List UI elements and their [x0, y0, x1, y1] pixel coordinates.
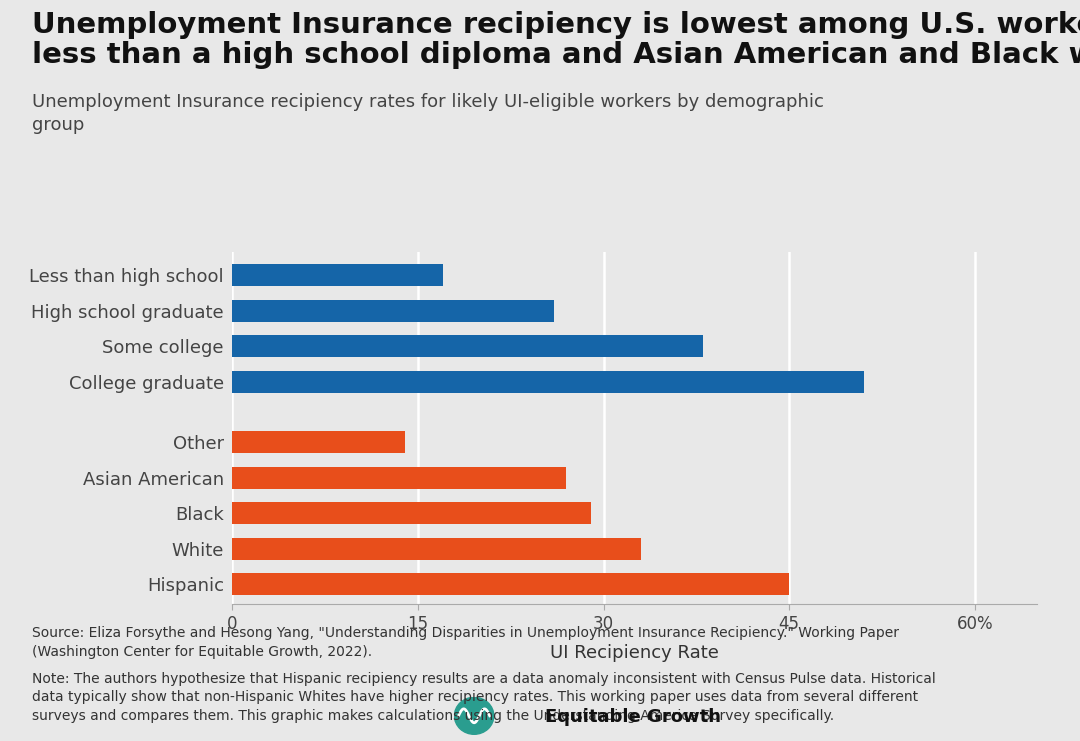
Bar	[232, 299, 554, 322]
Bar	[232, 335, 703, 357]
Bar	[232, 431, 405, 453]
Text: Unemployment Insurance recipiency is lowest among U.S. workers with: Unemployment Insurance recipiency is low…	[32, 11, 1080, 39]
Text: Unemployment Insurance recipiency rates for likely UI-eligible workers by demogr: Unemployment Insurance recipiency rates …	[32, 93, 824, 134]
Text: Note: The authors hypothesize that Hispanic recipiency results are a data anomal: Note: The authors hypothesize that Hispa…	[32, 672, 936, 723]
Bar	[232, 264, 443, 286]
Bar	[232, 370, 864, 393]
X-axis label: UI Recipiency Rate: UI Recipiency Rate	[550, 644, 719, 662]
Bar	[232, 467, 566, 489]
Bar	[232, 574, 789, 595]
Text: Source: Eliza Forsythe and Hesong Yang, "Understanding Disparities in Unemployme: Source: Eliza Forsythe and Hesong Yang, …	[32, 626, 900, 659]
Circle shape	[455, 697, 494, 734]
Bar	[232, 538, 640, 560]
Text: Equitable Growth: Equitable Growth	[545, 708, 721, 726]
Text: less than a high school diploma and Asian American and Black workers: less than a high school diploma and Asia…	[32, 41, 1080, 69]
Bar	[232, 502, 591, 525]
